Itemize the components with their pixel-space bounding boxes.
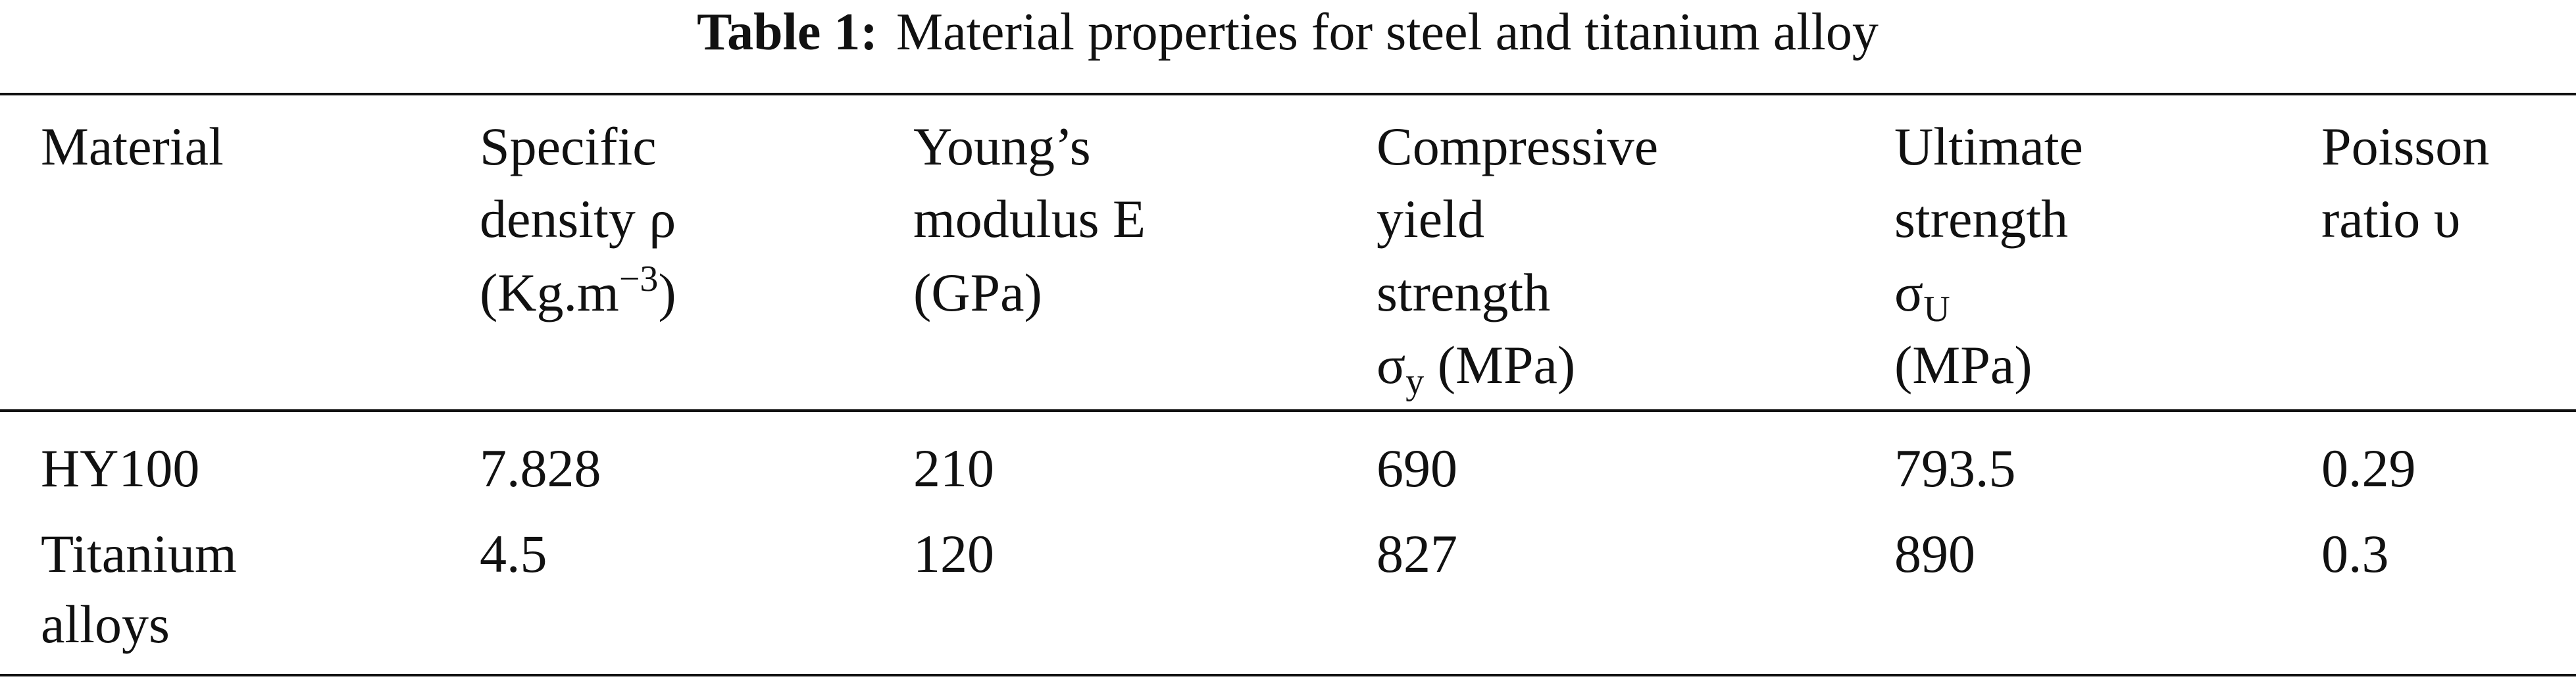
caption-label: Table 1: xyxy=(697,3,878,61)
header-text: modulus E xyxy=(913,189,1146,249)
table-body: Material Specific density ρ (Kg.m−3) Young’s… xyxy=(41,116,2489,654)
header-cell-line: Compressive xyxy=(1376,116,1658,176)
header-cell-line: density ρ xyxy=(480,189,676,249)
header-cell-line: yield xyxy=(1376,189,1484,249)
subscript: U xyxy=(1923,289,1950,330)
header-text: strength xyxy=(1376,263,1550,322)
header-cell-line: σy (MPa) xyxy=(1376,335,1575,402)
header-cell-line: (Kg.m−3) xyxy=(480,259,676,322)
header-cell-line: σU xyxy=(1894,263,1950,330)
header-cell-line: strength xyxy=(1376,263,1550,322)
caption-text: Material properties for steel and titani… xyxy=(896,3,1879,61)
table-cell: 210 xyxy=(913,438,994,498)
header-cell-line: Material xyxy=(41,116,224,176)
superscript: −3 xyxy=(619,259,659,299)
header-text: Ultimate xyxy=(1894,116,2083,176)
table-cell: 4.5 xyxy=(480,524,547,584)
table-cell: alloys xyxy=(41,594,170,654)
header-text: ) xyxy=(658,263,676,322)
table-cell: 793.5 xyxy=(1894,438,2016,498)
table-cell: 890 xyxy=(1894,524,1975,584)
header-cell-line: ratio υ xyxy=(2321,189,2460,249)
header-cell-line: Ultimate xyxy=(1894,116,2083,176)
header-text: σ xyxy=(1376,335,1405,395)
header-text: yield xyxy=(1376,189,1484,249)
header-text: (Kg.m xyxy=(480,263,619,322)
header-cell-line: Poisson xyxy=(2321,116,2489,176)
table-cell: HY100 xyxy=(41,438,199,498)
header-text: Material xyxy=(41,116,224,176)
table-cell: 827 xyxy=(1376,524,1457,584)
header-text: Compressive xyxy=(1376,116,1658,176)
table-cell: 0.29 xyxy=(2321,438,2416,498)
table-caption: Table 1: Material properties for steel an… xyxy=(697,3,1879,61)
table-cell: 7.828 xyxy=(480,438,601,498)
table-cell: 690 xyxy=(1376,438,1457,498)
header-text: Specific xyxy=(480,116,657,176)
header-text: strength xyxy=(1894,189,2068,249)
table-cell: Titanium xyxy=(41,524,237,584)
header-cell-line: Young’s xyxy=(913,116,1091,176)
header-text: (MPa) xyxy=(1894,335,2033,395)
header-cell-line: strength xyxy=(1894,189,2068,249)
header-text: Young’s xyxy=(913,116,1091,176)
header-text: (GPa) xyxy=(913,263,1042,322)
header-cell-line: (GPa) xyxy=(913,263,1042,322)
header-cell-line: modulus E xyxy=(913,189,1146,249)
header-text: Poisson xyxy=(2321,116,2489,176)
header-text: σ xyxy=(1894,263,1923,322)
table-cell: 120 xyxy=(913,524,994,584)
header-text: ratio υ xyxy=(2321,189,2460,249)
header-cell-line: (MPa) xyxy=(1894,335,2033,395)
subscript: y xyxy=(1405,361,1424,402)
header-text: (MPa) xyxy=(1424,335,1575,395)
table-cell: 0.3 xyxy=(2321,524,2389,584)
header-text: density ρ xyxy=(480,189,676,249)
header-cell-line: Specific xyxy=(480,116,657,176)
